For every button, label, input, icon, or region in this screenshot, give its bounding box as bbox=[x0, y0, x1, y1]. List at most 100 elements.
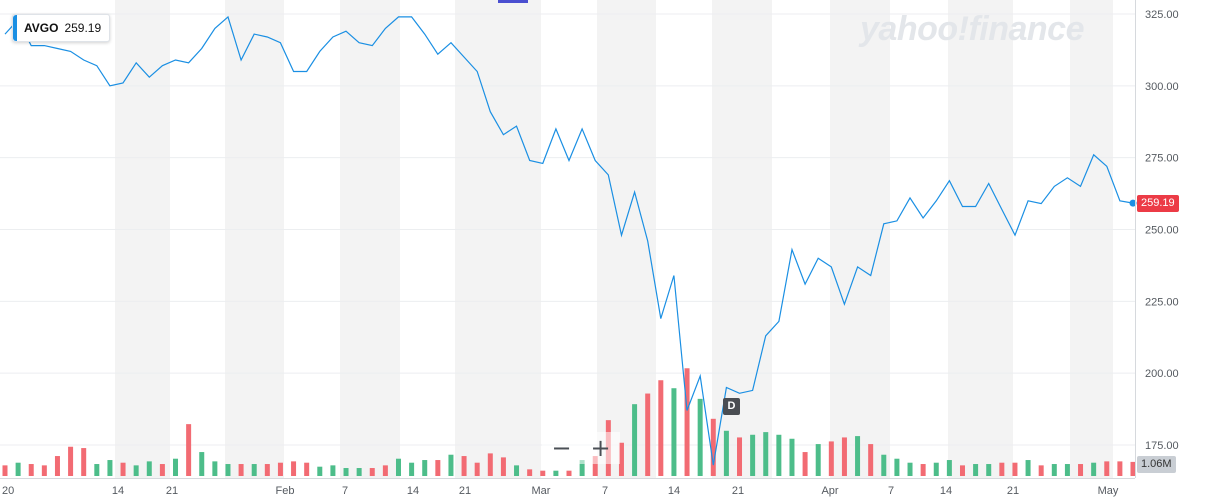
volume-bar bbox=[120, 462, 126, 476]
volume-bar bbox=[658, 380, 664, 476]
week-band bbox=[340, 0, 400, 478]
volume-bar bbox=[15, 462, 21, 476]
volume-bar bbox=[540, 470, 546, 476]
price-series-line bbox=[4, 15, 1134, 466]
x-tick-label: 14 bbox=[407, 485, 419, 497]
volume-bar bbox=[881, 454, 887, 476]
volume-bar bbox=[291, 461, 297, 476]
week-band bbox=[225, 0, 284, 478]
volume-bar bbox=[409, 462, 415, 476]
volume-bar bbox=[999, 462, 1005, 476]
volume-bar bbox=[763, 432, 769, 476]
volume-bar bbox=[133, 465, 139, 476]
x-axis: 20 14 21 Feb 7 14 21 Mar 7 14 21 Apr 7 14 21 May bbox=[0, 478, 1135, 497]
x-tick-label: 21 bbox=[1007, 485, 1019, 497]
week-band bbox=[1070, 0, 1113, 478]
volume-bar bbox=[1051, 464, 1057, 476]
volume-bar bbox=[737, 437, 743, 476]
volume-bar bbox=[1117, 461, 1123, 476]
volume-bar bbox=[579, 460, 585, 476]
volume-bar bbox=[330, 465, 336, 476]
volume-bar bbox=[1104, 461, 1110, 476]
volume-bar bbox=[94, 464, 100, 476]
y-tick-label: 225.00 bbox=[1145, 296, 1179, 308]
x-tick-label: May bbox=[1098, 485, 1119, 497]
zoom-in-button[interactable]: + bbox=[590, 434, 611, 462]
volume-bar bbox=[855, 436, 861, 476]
dividend-event-marker[interactable]: D bbox=[723, 398, 740, 415]
zoom-controls: − + bbox=[542, 432, 620, 464]
volume-bar bbox=[841, 437, 847, 476]
volume-bar bbox=[920, 464, 926, 476]
volume-bar bbox=[986, 464, 992, 476]
volume-bar bbox=[264, 464, 270, 476]
y-tick-label: 300.00 bbox=[1145, 81, 1179, 93]
volume-bar bbox=[815, 444, 821, 476]
volume-bar bbox=[632, 404, 638, 476]
volume-bar bbox=[186, 424, 192, 476]
x-tick-label: 7 bbox=[888, 485, 894, 497]
volume-bar bbox=[1091, 462, 1097, 476]
x-tick-label: 21 bbox=[732, 485, 744, 497]
volume-bar bbox=[566, 470, 572, 476]
volume-bar bbox=[173, 458, 179, 476]
volume-bar bbox=[1025, 460, 1031, 476]
y-tick-label: 175.00 bbox=[1145, 440, 1179, 452]
volume-bar bbox=[1064, 464, 1070, 476]
volume-bar bbox=[343, 468, 349, 476]
volume-bar bbox=[225, 464, 231, 476]
week-band bbox=[455, 0, 541, 478]
volume-badge: 1.06M bbox=[1137, 456, 1176, 473]
x-tick-label: Mar bbox=[532, 485, 551, 497]
volume-bar bbox=[592, 456, 598, 476]
volume-bar bbox=[645, 393, 651, 476]
volume-bar bbox=[868, 444, 874, 476]
week-band bbox=[830, 0, 890, 478]
volume-bar bbox=[789, 438, 795, 476]
zoom-out-button[interactable]: − bbox=[551, 434, 572, 462]
volume-bar bbox=[894, 458, 900, 476]
volume-bar bbox=[750, 434, 756, 476]
x-tick-label: Feb bbox=[276, 485, 295, 497]
volume-bar bbox=[1130, 461, 1136, 476]
y-axis: 325.00 300.00 275.00 250.00 225.00 200.00 175.… bbox=[1135, 0, 1179, 478]
volume-bar bbox=[238, 464, 244, 476]
volume-bar bbox=[959, 465, 965, 476]
x-tick-label: 21 bbox=[166, 485, 178, 497]
volume-bar bbox=[422, 460, 428, 476]
volume-bar bbox=[697, 398, 703, 476]
series-color-marker bbox=[13, 15, 17, 41]
volume-bar bbox=[776, 434, 782, 476]
y-tick-label: 250.00 bbox=[1145, 225, 1179, 237]
volume-bar bbox=[81, 448, 87, 476]
x-tick-label: 20 bbox=[2, 485, 14, 497]
volume-bar bbox=[946, 460, 952, 476]
volume-bar bbox=[146, 461, 152, 476]
volume-bar bbox=[435, 460, 441, 476]
volume-bar bbox=[277, 462, 283, 476]
y-tick-label: 275.00 bbox=[1145, 153, 1179, 165]
symbol-tooltip: AVGO 259.19 bbox=[12, 14, 111, 42]
volume-bar bbox=[1038, 465, 1044, 476]
x-tick-label: 14 bbox=[112, 485, 124, 497]
x-tick-label: 21 bbox=[459, 485, 471, 497]
volume-bar bbox=[395, 458, 401, 476]
x-tick-label: 7 bbox=[342, 485, 348, 497]
volume-bar bbox=[802, 452, 808, 476]
volume-bar bbox=[1012, 462, 1018, 476]
price-line-layer bbox=[4, 15, 1137, 466]
volume-bar bbox=[671, 388, 677, 476]
volume-bar bbox=[212, 461, 218, 476]
volume-bar bbox=[500, 457, 506, 476]
week-band bbox=[115, 0, 170, 478]
volume-bar bbox=[933, 462, 939, 476]
last-price-badge: 259.19 bbox=[1137, 195, 1179, 212]
range-selector-indicator[interactable] bbox=[498, 0, 528, 3]
volume-bar bbox=[710, 418, 716, 476]
volume-bar bbox=[54, 456, 60, 476]
volume-bar bbox=[448, 454, 454, 476]
volume-bar bbox=[382, 465, 388, 476]
volume-bar bbox=[618, 442, 624, 476]
y-tick-label: 325.00 bbox=[1145, 9, 1179, 21]
